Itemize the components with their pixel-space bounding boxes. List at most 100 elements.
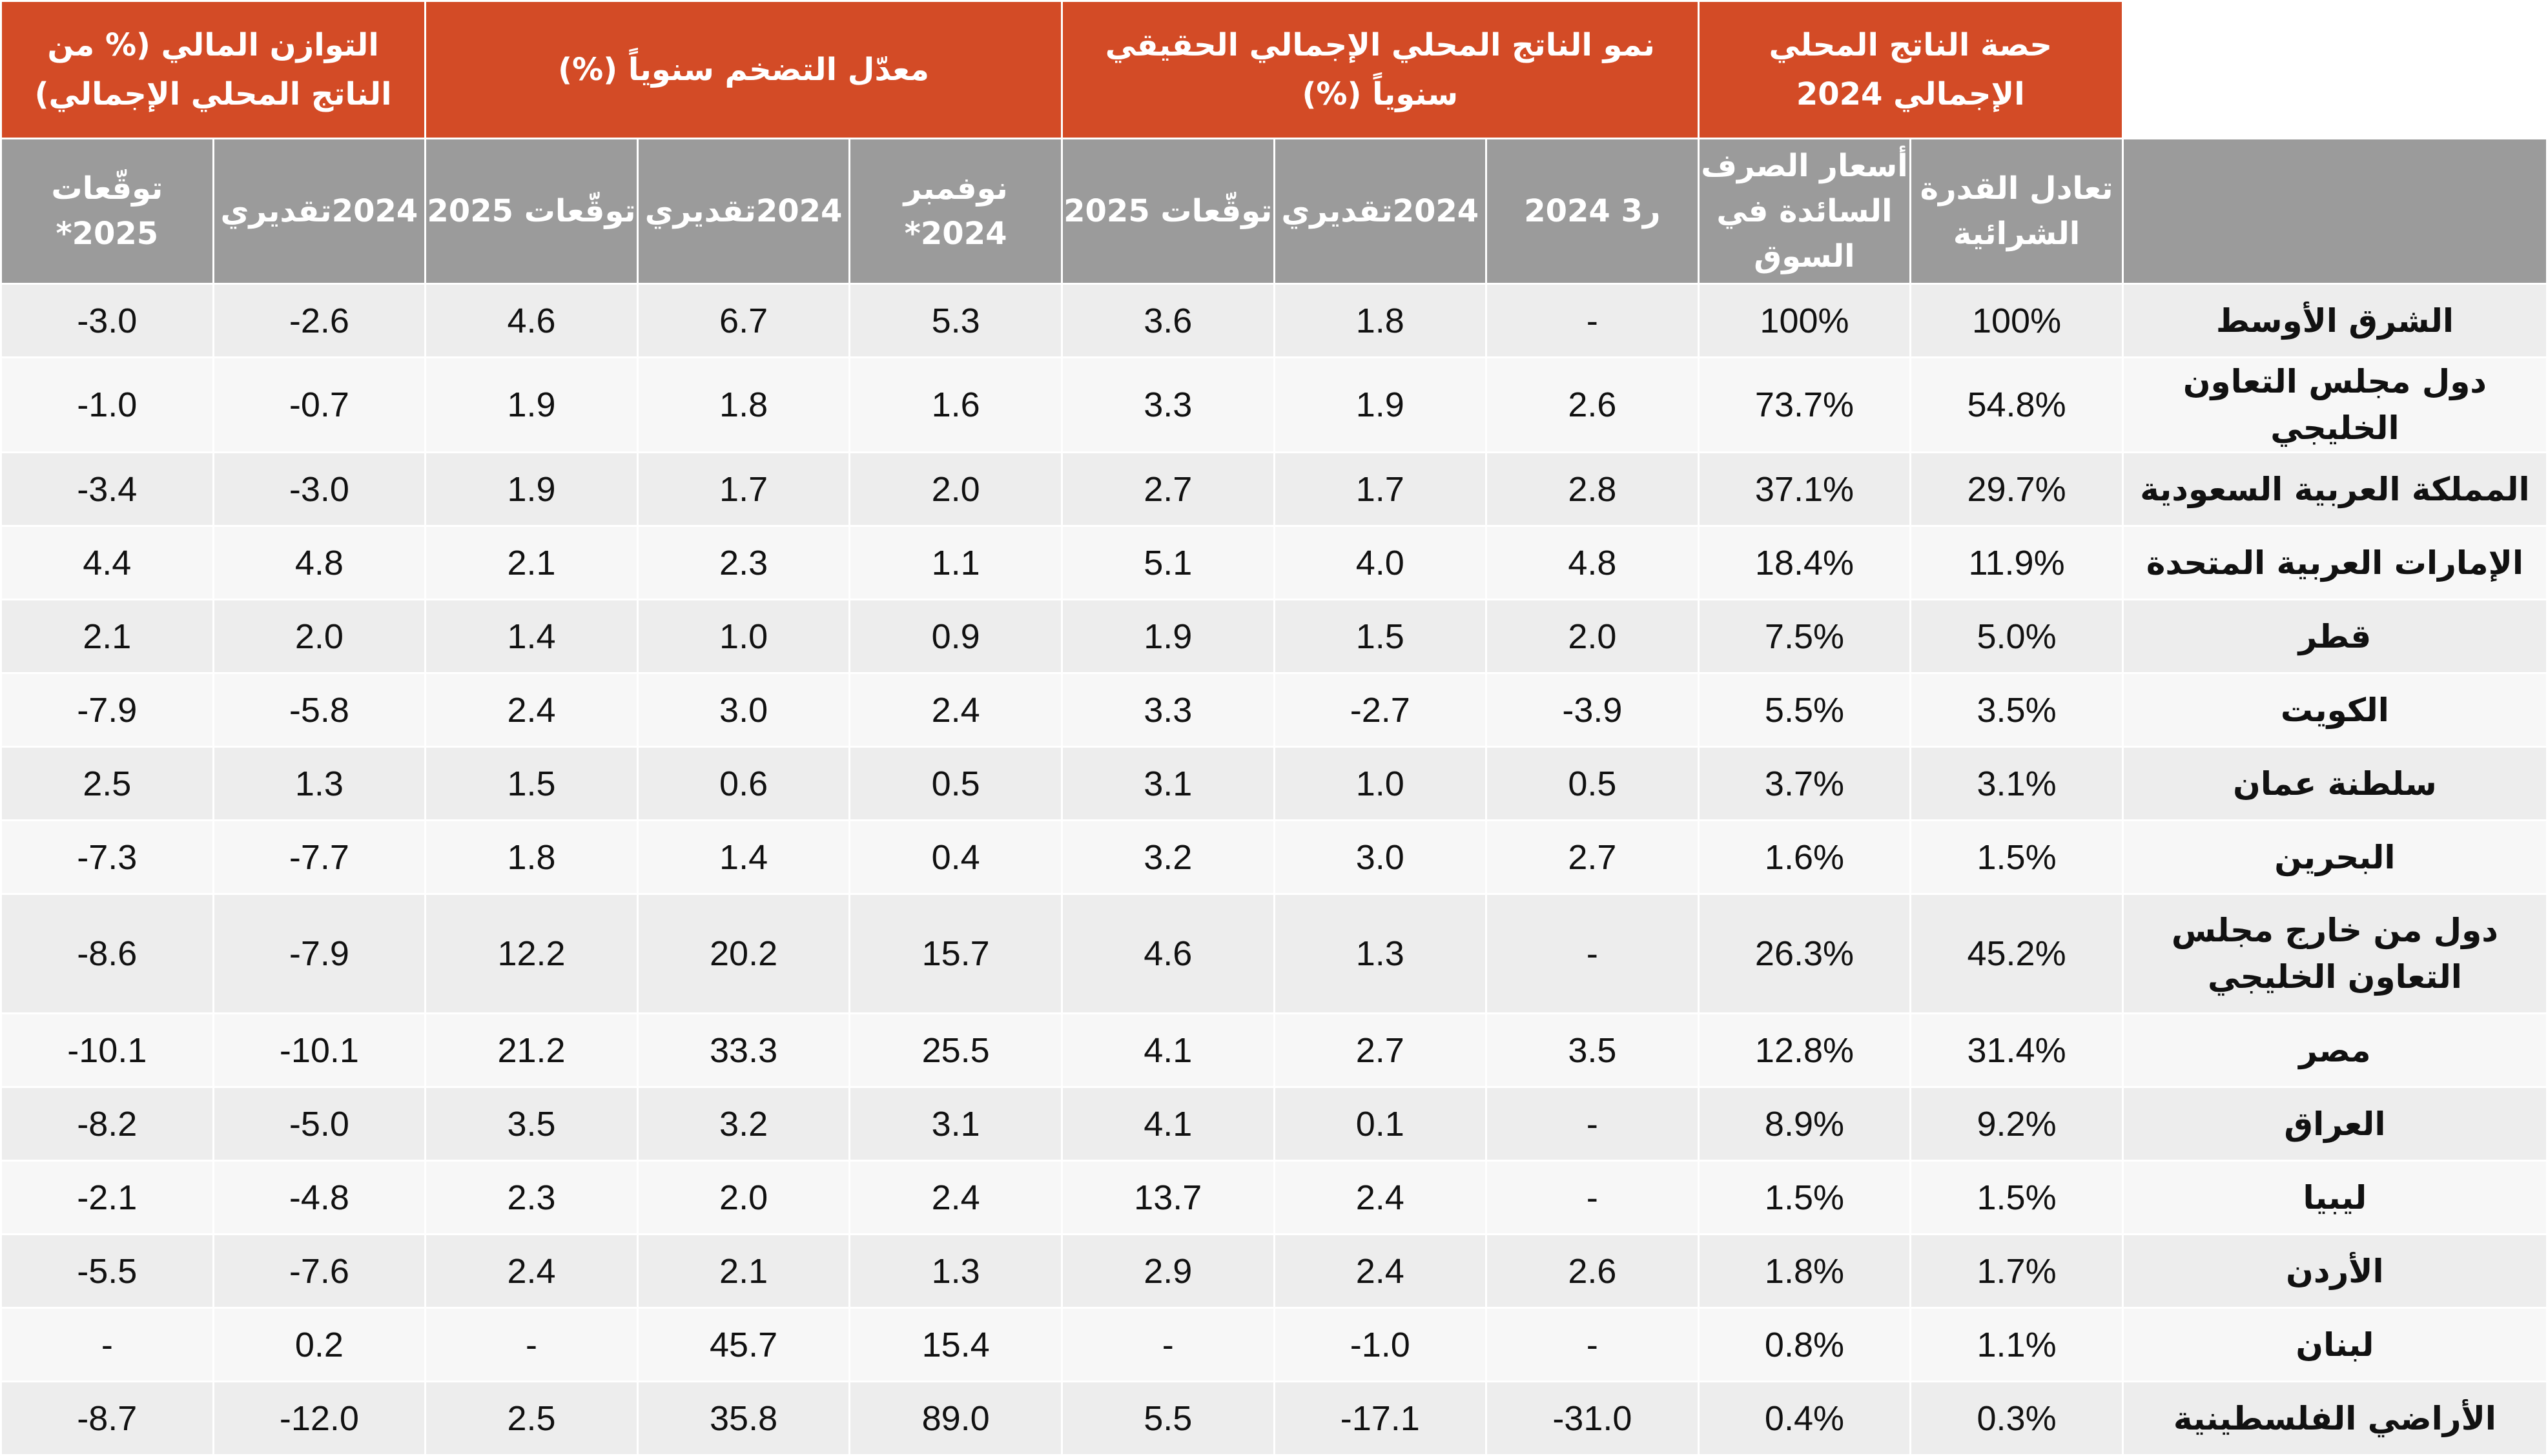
group-header-inflation: معدّل التضخم سنوياً (%) — [424, 0, 1063, 139]
value-cell: 4.6 — [424, 283, 639, 358]
sub-header-fiscal-2024-est: 2024تقديري — [212, 138, 427, 285]
value-cell: 2.5 — [424, 1380, 639, 1456]
value-cell: 3.5 — [424, 1086, 639, 1162]
value-cell: 1.5% — [1909, 1160, 2124, 1235]
value-cell: 0.5 — [848, 746, 1063, 821]
value-cell: 2.4 — [424, 1233, 639, 1309]
group-header-fiscal-balance: التوازن المالي (% من الناتج المحلي الإجم… — [0, 0, 427, 139]
value-cell: 1.1 — [848, 525, 1063, 600]
value-cell: -3.0 — [0, 283, 214, 358]
value-cell: 8.9% — [1697, 1086, 1912, 1162]
value-cell: 73.7% — [1697, 356, 1912, 453]
table-row: دول من خارج مجلس التعاون الخليجي 45.2% 2… — [0, 893, 2548, 1014]
table-row: الإمارات العربية المتحدة 11.9% 18.4% 4.8… — [0, 525, 2548, 600]
value-cell: 2.6 — [1485, 356, 1700, 453]
sub-header-inflation-2024-est: 2024تقديري — [636, 138, 851, 285]
value-cell: 1.9 — [424, 356, 639, 453]
country-name: الأراضي الفلسطينية — [2121, 1380, 2548, 1456]
value-cell: 2.1 — [636, 1233, 851, 1309]
value-cell: 2.4 — [848, 672, 1063, 748]
value-cell: 37.1% — [1697, 451, 1912, 527]
value-cell: - — [1060, 1307, 1275, 1382]
value-cell: 1.5% — [1909, 819, 2124, 895]
value-cell: -5.8 — [212, 672, 427, 748]
country-name: المملكة العربية السعودية — [2121, 451, 2548, 527]
value-cell: -2.7 — [1273, 672, 1488, 748]
value-cell: 15.7 — [848, 893, 1063, 1014]
value-cell: 3.1 — [848, 1086, 1063, 1162]
table-row: الكويت 3.5% 5.5% -3.9 -2.7 3.3 2.4 3.0 2… — [0, 672, 2548, 748]
value-cell: 1.5 — [1273, 599, 1488, 674]
value-cell: 1.8 — [424, 819, 639, 895]
value-cell: -7.6 — [212, 1233, 427, 1309]
value-cell: - — [1485, 283, 1700, 358]
value-cell: 2.6 — [1485, 1233, 1700, 1309]
value-cell: 1.3 — [212, 746, 427, 821]
value-cell: -5.0 — [212, 1086, 427, 1162]
value-cell: 3.1% — [1909, 746, 2124, 821]
value-cell: 0.9 — [848, 599, 1063, 674]
value-cell: -3.9 — [1485, 672, 1700, 748]
value-cell: 4.6 — [1060, 893, 1275, 1014]
country-name: دول مجلس التعاون الخليجي — [2121, 356, 2548, 453]
value-cell: 1.1% — [1909, 1307, 2124, 1382]
value-cell: 3.3 — [1060, 672, 1275, 748]
value-cell: 3.2 — [1060, 819, 1275, 895]
value-cell: 4.8 — [1485, 525, 1700, 600]
value-cell: 1.9 — [424, 451, 639, 527]
value-cell: 1.9 — [1273, 356, 1488, 453]
value-cell: 54.8% — [1909, 356, 2124, 453]
value-cell: 3.7% — [1697, 746, 1912, 821]
value-cell: 100% — [1697, 283, 1912, 358]
value-cell: 3.0 — [1273, 819, 1488, 895]
value-cell: -31.0 — [1485, 1380, 1700, 1456]
country-name: قطر — [2121, 599, 2548, 674]
value-cell: 1.4 — [424, 599, 639, 674]
value-cell: 2.0 — [1485, 599, 1700, 674]
table-row: الأراضي الفلسطينية 0.3% 0.4% -31.0 -17.1… — [0, 1380, 2548, 1456]
value-cell: -10.1 — [0, 1012, 214, 1088]
value-cell: 2.1 — [424, 525, 639, 600]
value-cell: -7.9 — [212, 893, 427, 1014]
value-cell: 2.4 — [848, 1160, 1063, 1235]
value-cell: 45.7 — [636, 1307, 851, 1382]
value-cell: -2.1 — [0, 1160, 214, 1235]
value-cell: 26.3% — [1697, 893, 1912, 1014]
country-name: دول من خارج مجلس التعاون الخليجي — [2121, 893, 2548, 1014]
value-cell: 1.8 — [1273, 283, 1488, 358]
country-name: الكويت — [2121, 672, 2548, 748]
value-cell: -8.6 — [0, 893, 214, 1014]
table-row: الشرق الأوسط 100% 100% - 1.8 3.6 5.3 6.7… — [0, 283, 2548, 358]
value-cell: 33.3 — [636, 1012, 851, 1088]
country-name: الأردن — [2121, 1233, 2548, 1309]
table-row: قطر 5.0% 7.5% 2.0 1.5 1.9 0.9 1.0 1.4 2.… — [0, 599, 2548, 674]
value-cell: -3.4 — [0, 451, 214, 527]
value-cell: 5.3 — [848, 283, 1063, 358]
value-cell: 2.0 — [212, 599, 427, 674]
value-cell: 1.6% — [1697, 819, 1912, 895]
table-row: الأردن 1.7% 1.8% 2.6 2.4 2.9 1.3 2.1 2.4… — [0, 1233, 2548, 1309]
value-cell: 4.4 — [0, 525, 214, 600]
value-cell: 2.7 — [1060, 451, 1275, 527]
value-cell: - — [1485, 1160, 1700, 1235]
sub-header-market-fx: أسعار الصرف السائدة في السوق — [1697, 138, 1912, 285]
value-cell: -5.5 — [0, 1233, 214, 1309]
country-name: العراق — [2121, 1086, 2548, 1162]
value-cell: 0.4 — [848, 819, 1063, 895]
value-cell: 1.5 — [424, 746, 639, 821]
country-name: البحرين — [2121, 819, 2548, 895]
group-header-gdp-share: حصة الناتج المحلي الإجمالي 2024 — [1697, 0, 2124, 139]
value-cell: 0.3% — [1909, 1380, 2124, 1456]
value-cell: 2.5 — [0, 746, 214, 821]
table-body: الشرق الأوسط 100% 100% - 1.8 3.6 5.3 6.7… — [0, 283, 2548, 1456]
value-cell: 4.1 — [1060, 1012, 1275, 1088]
value-cell: 1.7 — [636, 451, 851, 527]
country-name: الإمارات العربية المتحدة — [2121, 525, 2548, 600]
sub-header-nov-2024: نوفمبر 2024* — [848, 138, 1063, 285]
value-cell: 2.4 — [424, 672, 639, 748]
stub-header-cell — [2121, 138, 2548, 285]
value-cell: 1.3 — [848, 1233, 1063, 1309]
value-cell: -7.7 — [212, 819, 427, 895]
value-cell: 1.0 — [1273, 746, 1488, 821]
table-row: العراق 9.2% 8.9% - 0.1 4.1 3.1 3.2 3.5 -… — [0, 1086, 2548, 1162]
